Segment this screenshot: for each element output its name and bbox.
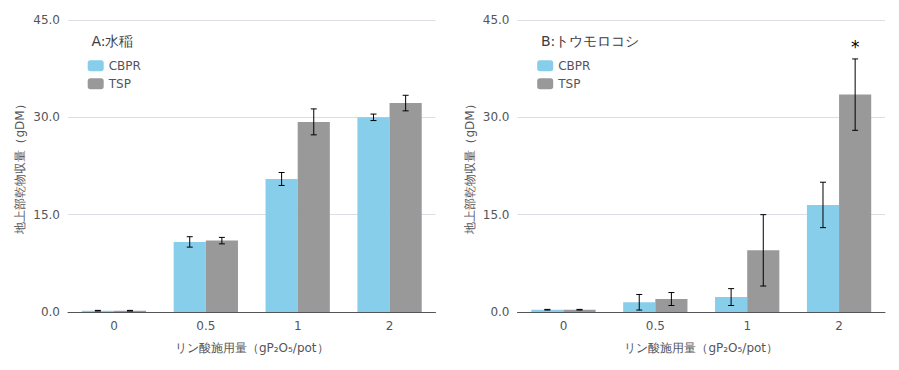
svg-text:45.0: 45.0 <box>33 13 60 27</box>
svg-text:0.5: 0.5 <box>196 319 215 333</box>
svg-text:2: 2 <box>835 319 843 333</box>
svg-text:15.0: 15.0 <box>33 208 60 222</box>
svg-text:15.0: 15.0 <box>483 208 510 222</box>
svg-text:0: 0 <box>110 319 118 333</box>
svg-text:1: 1 <box>294 319 302 333</box>
svg-text:B:トウモロコシ: B:トウモロコシ <box>541 33 639 49</box>
svg-text:地上部乾物収量（gDM）: 地上部乾物収量（gDM） <box>13 98 27 234</box>
svg-text:CBPR: CBPR <box>558 59 590 73</box>
svg-text:0: 0 <box>560 319 568 333</box>
svg-text:A:水稲: A:水稲 <box>91 33 133 49</box>
svg-text:CBPR: CBPR <box>109 59 141 73</box>
svg-text:*: * <box>851 37 860 57</box>
svg-text:30.0: 30.0 <box>483 110 510 124</box>
svg-text:2: 2 <box>386 319 394 333</box>
svg-text:0.5: 0.5 <box>646 319 665 333</box>
svg-text:0.0: 0.0 <box>41 305 60 319</box>
svg-text:0.0: 0.0 <box>490 305 509 319</box>
svg-text:リン酸施用量（gP₂O₅/pot）: リン酸施用量（gP₂O₅/pot） <box>624 341 778 355</box>
svg-text:地上部乾物収量（gDM）: 地上部乾物収量（gDM） <box>463 98 477 234</box>
svg-text:TSP: TSP <box>108 77 131 91</box>
svg-text:30.0: 30.0 <box>33 110 60 124</box>
svg-text:1: 1 <box>743 319 751 333</box>
svg-text:TSP: TSP <box>557 77 580 91</box>
svg-text:リン酸施用量（gP₂O₅/pot）: リン酸施用量（gP₂O₅/pot） <box>175 341 329 355</box>
svg-text:45.0: 45.0 <box>483 13 510 27</box>
